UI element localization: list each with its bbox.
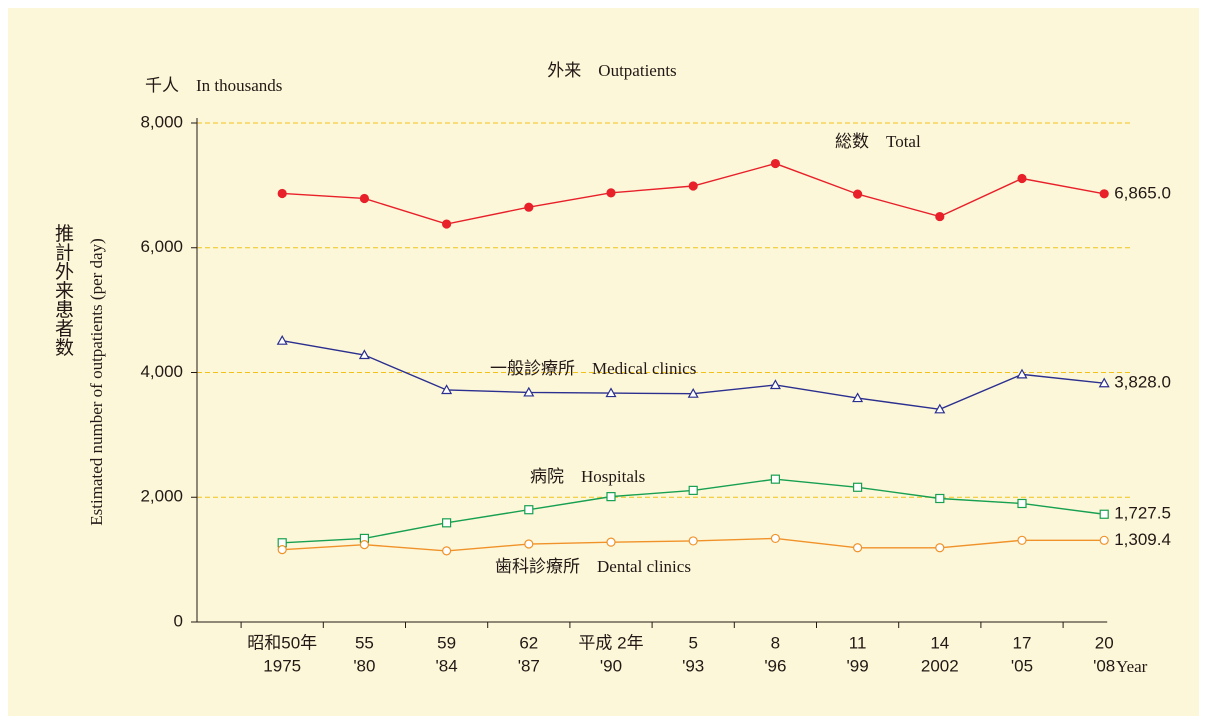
data-point: [523, 386, 535, 397]
x-tick-label: 59: [437, 633, 456, 652]
data-point: [934, 403, 946, 414]
data-point: [359, 193, 369, 204]
data-point: [1099, 509, 1109, 519]
x-tick-label: '90: [600, 656, 622, 675]
data-point: [277, 545, 287, 555]
chart-title: 外来 Outpatients: [547, 61, 676, 80]
y-tick-label: 4,000: [140, 362, 183, 381]
y-axis-label: Estimated number of outpatients (per day…: [87, 238, 106, 526]
x-tick-label: '99: [847, 656, 869, 675]
x-tick-label: '96: [764, 656, 786, 675]
end-label: 6,865.0: [1114, 183, 1171, 202]
data-point: [606, 188, 616, 198]
series-label: 歯科診療所 Dental clinics: [495, 557, 691, 576]
y-tick-label: 2,000: [140, 487, 183, 506]
x-axis-label: Year: [1116, 657, 1148, 676]
background: [8, 8, 1199, 716]
y-tick-label: 6,000: [140, 237, 183, 256]
data-point: [524, 539, 534, 549]
series-label: 一般診療所 Medical clinics: [490, 359, 696, 378]
data-point: [442, 546, 452, 556]
series-label: 総数 Total: [835, 132, 921, 151]
unit-label: 千人 In thousands: [145, 76, 282, 95]
data-point: [606, 537, 616, 547]
data-point: [852, 543, 863, 553]
x-tick-label: 55: [355, 633, 374, 652]
data-point: [442, 518, 452, 528]
data-point: [770, 474, 781, 484]
data-point: [1017, 535, 1027, 545]
data-point: [1098, 377, 1110, 388]
data-point: [1099, 189, 1109, 199]
data-point: [359, 540, 369, 550]
data-point: [1099, 535, 1109, 545]
data-point: [606, 492, 616, 502]
x-tick-label: 1975: [263, 656, 301, 675]
x-tick-label: 2002: [921, 656, 959, 675]
data-point: [277, 188, 287, 199]
x-tick-label: 昭和50年: [247, 633, 317, 652]
data-point: [688, 485, 698, 495]
data-point: [276, 334, 288, 345]
x-tick-label: 8: [771, 633, 780, 652]
x-tick-label: '80: [353, 656, 375, 675]
x-tick-label: 20: [1095, 633, 1114, 652]
y-axis-label-ja: 推計外来患者数: [52, 223, 74, 356]
end-label: 3,828.0: [1114, 373, 1171, 392]
data-point: [605, 387, 617, 398]
data-point: [688, 181, 698, 191]
x-tick-label: 14: [930, 633, 949, 652]
data-point: [688, 536, 698, 546]
data-point: [769, 379, 781, 390]
x-tick-label: '08: [1093, 656, 1115, 675]
series-label: 病院 Hospitals: [530, 467, 645, 486]
data-point: [687, 387, 699, 398]
data-point: [1017, 173, 1027, 184]
y-tick-label: 0: [174, 611, 183, 630]
data-point: [442, 219, 452, 229]
data-point: [852, 189, 863, 199]
x-tick-label: 17: [1013, 633, 1032, 652]
x-tick-label: 62: [519, 633, 538, 652]
data-point: [524, 202, 534, 212]
x-tick-label: 11: [849, 633, 867, 652]
end-label: 1,727.5: [1114, 504, 1171, 523]
data-point: [358, 349, 370, 360]
data-point: [1017, 498, 1027, 509]
x-tick-label: '93: [682, 656, 704, 675]
y-tick-label: 8,000: [140, 112, 183, 131]
data-point: [852, 482, 863, 492]
x-tick-label: 5: [688, 633, 697, 652]
data-point: [935, 543, 945, 553]
x-tick-label: '87: [518, 656, 540, 675]
end-label: 1,309.4: [1114, 530, 1171, 549]
data-point: [1016, 368, 1028, 379]
data-point: [441, 384, 453, 395]
x-tick-label: '84: [436, 656, 458, 675]
x-tick-label: '05: [1011, 656, 1033, 675]
data-point: [524, 505, 534, 515]
data-point: [935, 493, 945, 504]
x-tick-label: 平成 2年: [578, 633, 643, 652]
data-point: [770, 158, 781, 169]
data-point: [852, 392, 864, 403]
data-point: [770, 533, 781, 544]
data-point: [935, 211, 945, 222]
